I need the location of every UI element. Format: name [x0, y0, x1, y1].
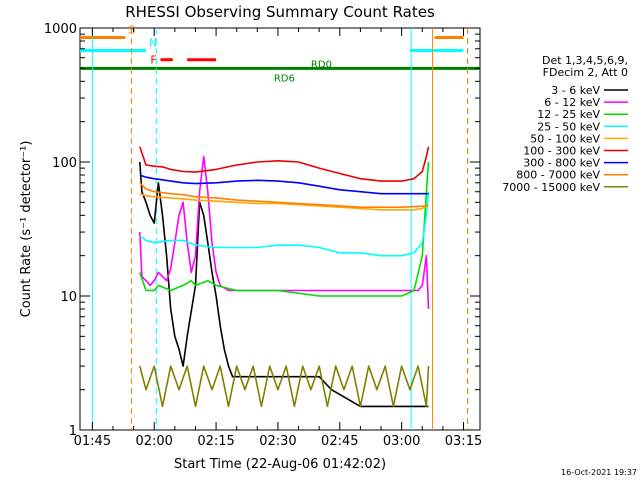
series-line [139, 365, 430, 408]
x-tick-label: 02:00 [135, 434, 172, 449]
series-line [139, 192, 429, 211]
x-tick-label: 01:45 [74, 434, 111, 449]
y-tick-label: 100 [52, 156, 77, 171]
x-tick-label: 03:00 [383, 434, 420, 449]
footer-date: 16-Oct-2021 19:37 [561, 468, 637, 477]
legend-entry-label: 25 - 50 keV [537, 120, 600, 133]
legend-entry-label: 3 - 6 keV [551, 84, 600, 97]
legend-entry-label: 6 - 12 keV [544, 96, 600, 109]
series-line [139, 161, 429, 408]
flag-label: N [149, 36, 157, 49]
legend-entry-label: 7000 - 15000 keV [502, 181, 600, 194]
x-tick-label: 02:15 [197, 434, 234, 449]
y-axis-label: Count Rate (s⁻¹ detector⁻¹) [19, 141, 34, 318]
series-line [139, 161, 430, 297]
axes-layer: 01:45 02:00 02:15 02:30 02:45 03:00 03:15 1 10 10… [44, 22, 482, 449]
series-line [139, 182, 429, 208]
x-axis-label: Start Time (22-Aug-06 01:42:02) [174, 457, 386, 472]
series-line [139, 155, 430, 310]
series-line [139, 191, 430, 257]
x-tick-label: 02:45 [321, 434, 358, 449]
series-line [139, 174, 429, 195]
flags-layer: RD0RD6SNF [80, 23, 480, 84]
y-tick-label: 1 [69, 424, 77, 439]
legend-entry-label: 300 - 800 keV [523, 157, 600, 170]
y-tick-label: 1000 [44, 22, 77, 37]
legend-entry-label: 50 - 100 keV [530, 132, 600, 145]
attenuator-label: RD0 [311, 59, 332, 70]
plot-frame [79, 27, 481, 431]
legend-header: FDecim 2, Att 0 [543, 66, 628, 79]
y-tick-label: 10 [60, 290, 77, 305]
series-layer [139, 146, 430, 408]
x-tick-label: 03:15 [445, 434, 482, 449]
legend-header: Det 1,3,4,5,6,9, [542, 54, 628, 67]
x-tick-label: 02:30 [259, 434, 296, 449]
flag-label: F [150, 54, 156, 67]
legend: Det 1,3,4,5,6,9,FDecim 2, Att 0 3 - 6 keV… [502, 54, 628, 194]
legend-entry-label: 12 - 25 keV [537, 108, 600, 121]
legend-entry-label: 100 - 300 keV [523, 145, 600, 158]
series-line [139, 146, 430, 182]
legend-entry-label: 800 - 7000 keV [516, 169, 600, 182]
chart-title: RHESSI Observing Summary Count Rates [125, 3, 435, 21]
attenuator-label-2: RD6 [274, 73, 295, 84]
vertical-markers [91, 28, 469, 430]
